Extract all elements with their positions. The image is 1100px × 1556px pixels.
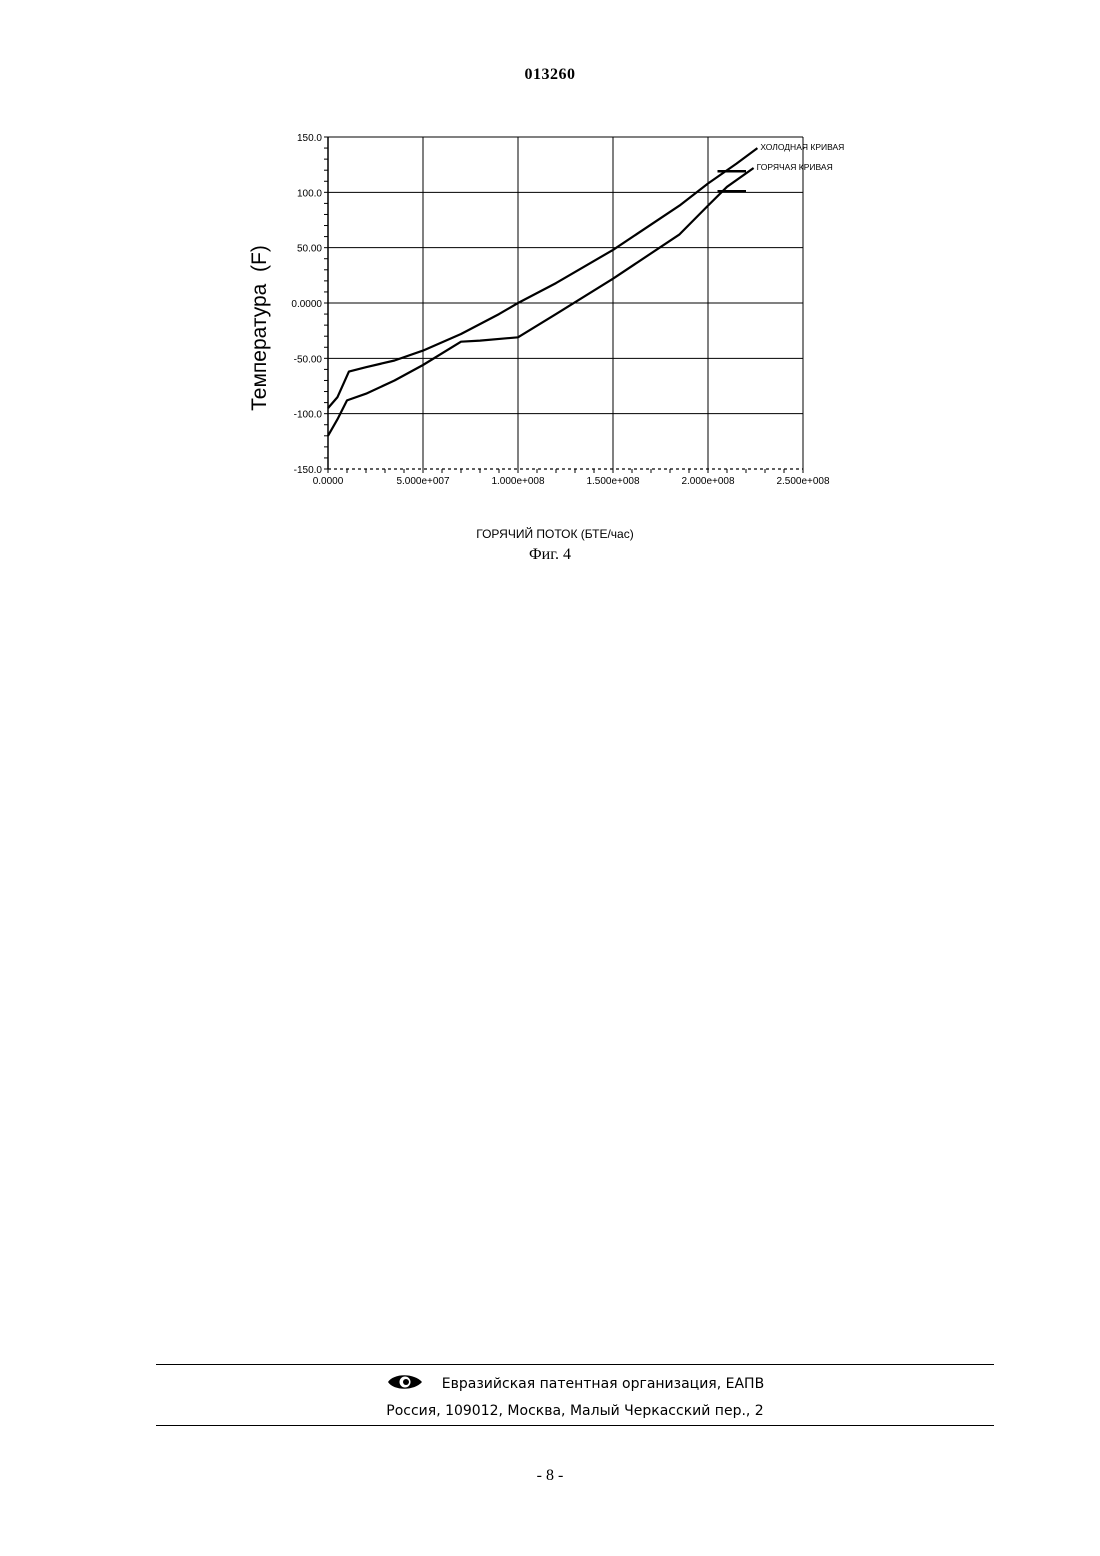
y-tick-label: 50.00	[297, 244, 322, 255]
x-tick-label: 1.000e+008	[491, 476, 545, 487]
y-tick-label: 150.0	[297, 133, 322, 144]
hot-curve-line	[328, 168, 754, 436]
series-layer: ХОЛОДНАЯ КРИВАЯ ГОРЯЧАЯ КРИВАЯ	[328, 142, 844, 436]
cold-curve-line	[328, 148, 757, 408]
y-tick-label: 0.0000	[291, 299, 322, 310]
x-axis-label: ГОРЯЧИЙ ПОТОК (БТЕ/час)	[0, 527, 1100, 541]
footer-bottom-rule	[156, 1425, 994, 1426]
y-tick-label: -50.00	[294, 354, 323, 365]
page-number: - 8 -	[0, 1467, 1100, 1485]
x-tick-label: 0.0000	[313, 476, 344, 487]
footer-org-line: Евразийская патентная организация, ЕАПВ	[156, 1372, 994, 1396]
y-tick-label: -150.0	[294, 465, 323, 476]
figure-caption: Фиг. 4	[0, 546, 1100, 564]
x-tick-label: 5.000e+007	[396, 476, 450, 487]
footer-org-name: Евразийская патентная организация, ЕАПВ	[442, 1376, 764, 1392]
eapo-logo-icon	[386, 1372, 424, 1396]
x-tick-label: 2.500e+008	[776, 476, 830, 487]
grid-layer	[328, 137, 803, 469]
y-tick-label: -100.0	[294, 410, 323, 421]
x-tick-label: 1.500e+008	[586, 476, 640, 487]
hot-curve-label: ГОРЯЧАЯ КРИВАЯ	[757, 162, 833, 172]
y-tick-label: 100.0	[297, 188, 322, 199]
footer-address: Россия, 109012, Москва, Малый Черкасский…	[156, 1403, 994, 1419]
cold-curve-label: ХОЛОДНАЯ КРИВАЯ	[760, 142, 844, 152]
footer-top-rule	[156, 1364, 994, 1365]
temperature-heat-flow-chart: 0.0000 5.000e+007 1.000e+008 1.500e+008 2.00…	[0, 0, 1100, 520]
y-axis-label: Температура (F)	[248, 245, 271, 411]
x-tick-label: 2.000e+008	[681, 476, 735, 487]
